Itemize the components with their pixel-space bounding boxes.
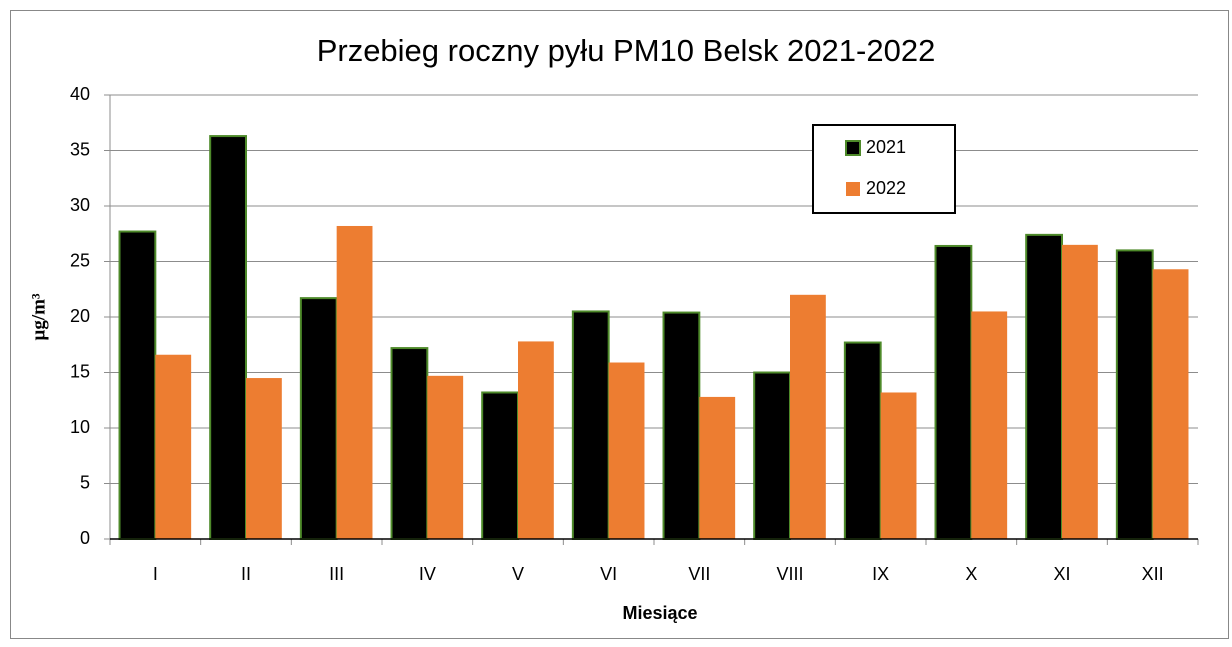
bar (662, 311, 701, 540)
bar (971, 311, 1008, 539)
legend-label: 2022 (866, 178, 906, 198)
y-axis-label: µg/m³ (28, 293, 49, 341)
x-tick-label: I (153, 564, 158, 584)
bar (699, 396, 736, 539)
bar (843, 341, 882, 540)
y-tick-label: 40 (70, 84, 90, 104)
y-tick-label: 35 (70, 139, 90, 159)
x-tick-label: XI (1053, 564, 1070, 584)
bar (155, 354, 192, 539)
y-tick-label: 5 (80, 472, 90, 492)
bar (518, 341, 554, 539)
x-axis-label: Miesiące (622, 603, 697, 623)
x-tick-label: X (965, 564, 977, 584)
x-tick-label: XII (1142, 564, 1164, 584)
bar (1062, 244, 1098, 539)
legend-label: 2021 (866, 137, 906, 157)
bar (1115, 249, 1154, 540)
legend-box (812, 124, 956, 214)
bar (880, 392, 917, 539)
bar (934, 244, 973, 541)
bar (118, 230, 157, 540)
bar (1025, 233, 1063, 541)
x-tick-label: II (241, 564, 251, 584)
x-tick-label: III (329, 564, 344, 584)
y-tick-label: 0 (80, 528, 90, 548)
y-tick-label: 20 (70, 306, 90, 326)
y-tick-label: 30 (70, 195, 90, 215)
chart-title: Przebieg roczny pyłu PM10 Belsk 2021-202… (317, 33, 936, 68)
x-tick-label: V (512, 564, 524, 584)
bar (209, 135, 247, 540)
y-tick-label: 10 (70, 417, 90, 437)
bar (299, 297, 338, 540)
y-tick-label: 15 (70, 361, 90, 381)
bar (390, 347, 429, 540)
legend-swatch (846, 182, 860, 196)
bar (571, 310, 610, 541)
bar (481, 391, 520, 541)
x-tick-label: VIII (776, 564, 803, 584)
bar (790, 294, 826, 539)
bar (336, 225, 373, 540)
x-tick-label: IV (419, 564, 436, 584)
bar (608, 362, 645, 539)
bar (1152, 269, 1189, 539)
x-tick-label: IX (872, 564, 889, 584)
bar (246, 378, 282, 539)
bar (753, 371, 791, 540)
bar (427, 375, 464, 539)
x-tick-label: VII (688, 564, 710, 584)
y-tick-label: 25 (70, 250, 90, 270)
legend-swatch (845, 140, 861, 156)
x-tick-label: VI (600, 564, 617, 584)
